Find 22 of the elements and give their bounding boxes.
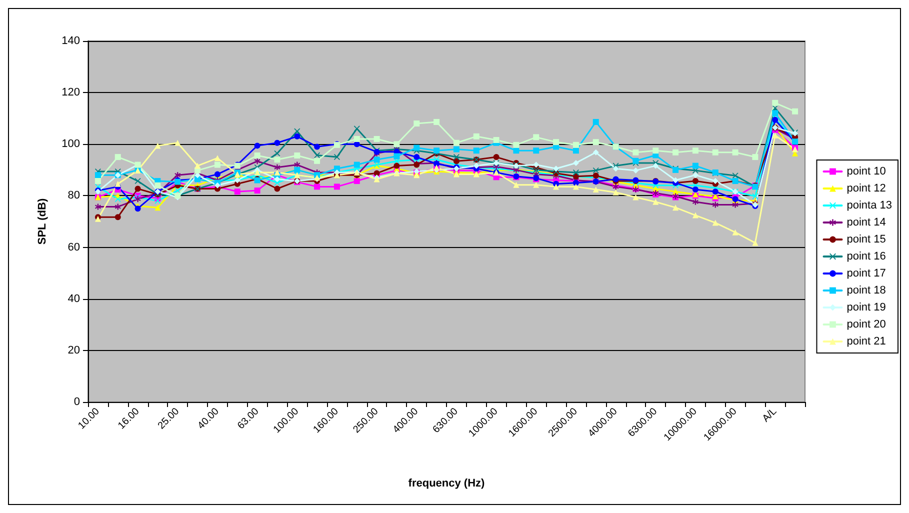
legend-label: point 16: [846, 250, 886, 262]
legend-label: point 15: [846, 234, 886, 246]
legend-label: point 10: [846, 166, 886, 178]
legend-label: point 18: [846, 284, 886, 296]
legend-label: point 20: [846, 318, 886, 330]
x-axis-title: frequency (Hz): [408, 478, 486, 490]
legend-label: point 14: [846, 216, 886, 228]
y-tick-label: 40: [68, 292, 80, 305]
y-tick-label: 120: [62, 86, 80, 99]
legend-label: pointa 13: [846, 200, 892, 212]
legend-label: point 21: [846, 336, 886, 348]
x-tick-label: A/L: [760, 406, 780, 424]
y-tick-label: 140: [62, 35, 80, 47]
y-axis-title: SPL (dB): [36, 198, 48, 245]
y-tick-label: 20: [68, 344, 80, 356]
legend-label: point 19: [846, 302, 886, 314]
legend-label: point 12: [846, 182, 886, 194]
y-tick-label: 100: [62, 138, 80, 150]
legend-label: point 17: [846, 268, 886, 280]
y-tick-label: 0: [74, 396, 80, 408]
y-tick-label: 60: [68, 241, 80, 254]
y-tick-label: 80: [68, 190, 80, 202]
